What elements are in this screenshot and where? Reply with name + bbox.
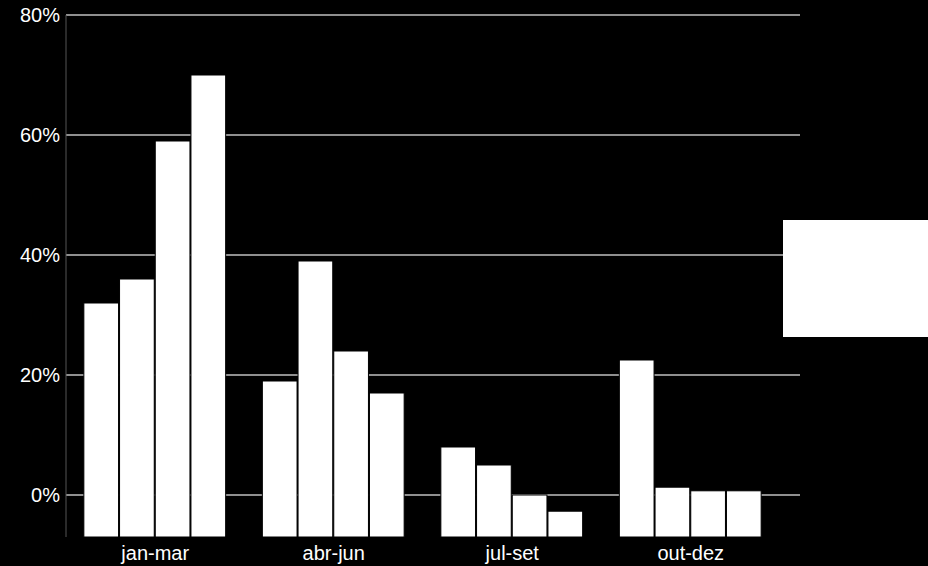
bar	[619, 360, 654, 537]
tick-label: 60%	[20, 124, 60, 146]
bar	[477, 465, 512, 537]
bar	[655, 487, 690, 537]
grid-line	[66, 14, 800, 16]
bar	[441, 447, 476, 537]
tick-label: 80%	[20, 4, 60, 26]
bar	[726, 491, 761, 537]
category-label: out-dez	[657, 542, 724, 564]
tick-label: 0%	[31, 484, 60, 506]
y-axis	[66, 15, 67, 537]
bar	[298, 261, 333, 537]
bar	[369, 393, 404, 537]
category-label: abr-jun	[303, 542, 365, 564]
bar	[191, 75, 226, 537]
chart: 0% 20% 40% 60% 80% jan-mar abr-jun jul-set out-d…	[0, 0, 928, 566]
bar	[120, 279, 155, 537]
bar	[512, 495, 547, 537]
bar	[334, 351, 369, 537]
legend-box	[783, 220, 928, 337]
category-label: jul-set	[485, 542, 540, 564]
background	[0, 0, 928, 566]
bar	[691, 491, 726, 537]
tick-label: 20%	[20, 364, 60, 386]
bar	[155, 141, 190, 537]
tick-label: 40%	[20, 244, 60, 266]
bar	[548, 511, 583, 537]
bar	[262, 381, 297, 537]
bars	[84, 75, 761, 537]
bar	[84, 303, 119, 537]
category-label: jan-mar	[120, 542, 189, 564]
grid-line	[66, 134, 800, 136]
